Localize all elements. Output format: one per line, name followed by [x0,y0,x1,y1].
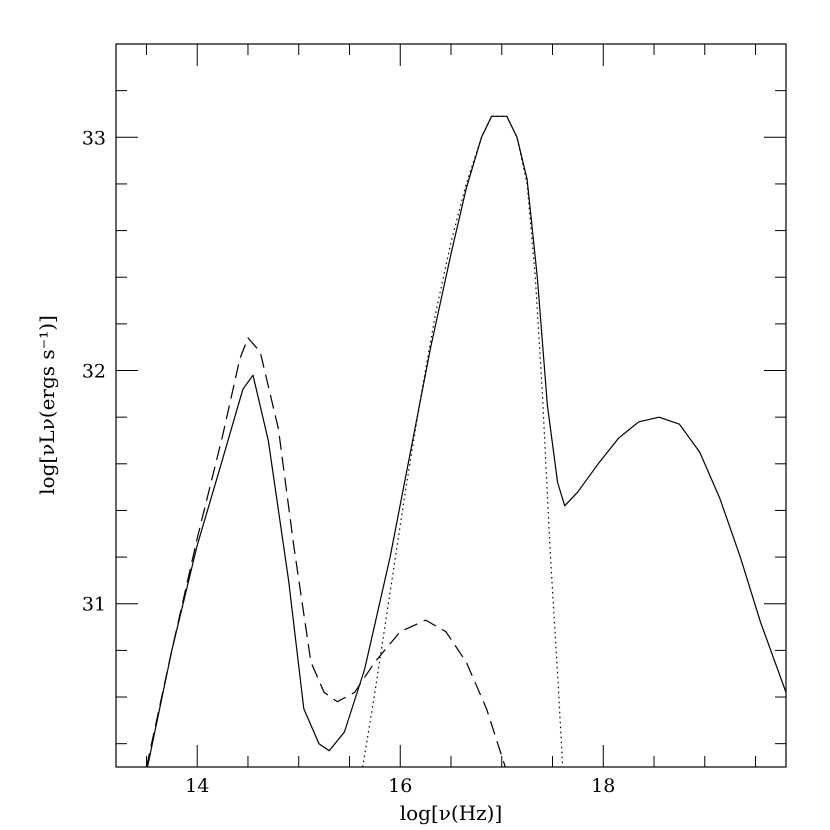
x-tick-label: 18 [591,775,615,797]
x-axis-title: log[ν(Hz)] [400,801,503,825]
y-axis-title: log[νLν(ergs s⁻¹)] [35,315,59,495]
series-line-dashed [145,337,506,767]
y-tick-label: 32 [82,361,106,383]
series-line-dotted [362,115,564,767]
series-line-solid [146,115,786,767]
x-tick-label: 16 [388,775,412,797]
series-layer [145,115,786,767]
ticks-layer [116,43,786,767]
y-tick-label: 31 [82,594,106,616]
x-tick-label: 14 [185,775,209,797]
labels-layer: 14 16 18 31 32 33 [82,127,616,797]
plot-frame [115,43,787,768]
y-tick-label: 33 [82,127,106,149]
